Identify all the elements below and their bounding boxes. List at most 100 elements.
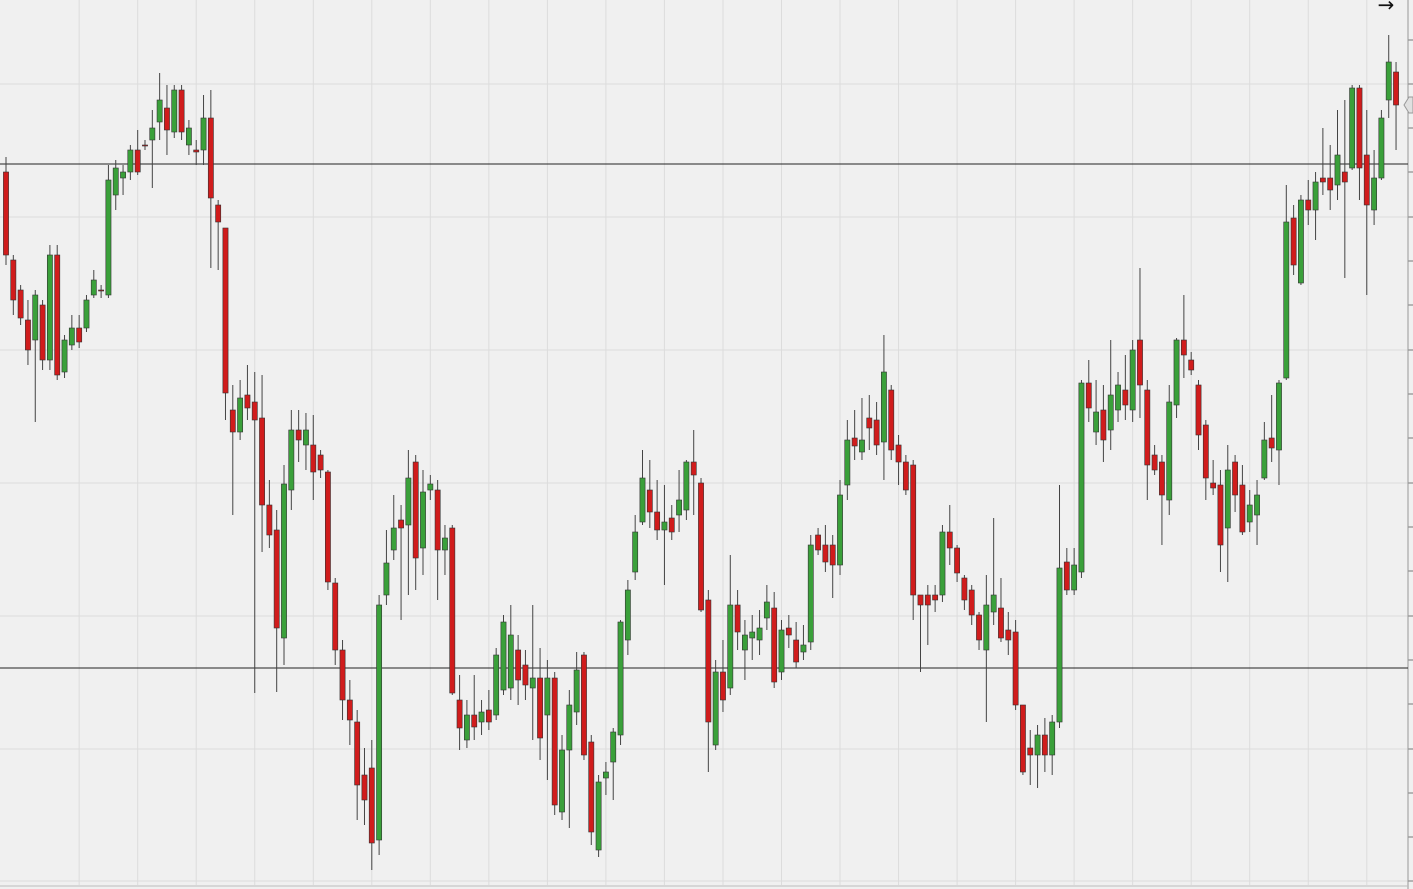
candle-body xyxy=(946,531,953,549)
candle-body xyxy=(500,621,507,691)
candle-body xyxy=(273,529,280,629)
price-marker xyxy=(1403,96,1413,114)
candle-body xyxy=(617,621,624,736)
candle-body xyxy=(1210,482,1217,489)
candle-body xyxy=(1290,217,1297,266)
candle-body xyxy=(464,714,470,741)
candle-body xyxy=(266,504,273,536)
candle-body xyxy=(939,531,946,596)
candle-body xyxy=(610,731,617,763)
candle-body xyxy=(785,627,792,636)
candle-body xyxy=(32,294,39,341)
candle-body xyxy=(1327,177,1334,191)
candle-body xyxy=(624,589,631,641)
candle-body xyxy=(924,594,931,606)
candle-body xyxy=(420,491,426,549)
candle-body xyxy=(222,227,229,394)
candle-body xyxy=(1188,359,1195,371)
candle-body xyxy=(1093,411,1099,433)
candle-body xyxy=(698,482,704,611)
candle-body xyxy=(1385,61,1392,101)
candle-body xyxy=(1151,454,1158,471)
candle-body xyxy=(1078,382,1085,573)
candle-body xyxy=(515,649,522,681)
candle-body xyxy=(654,511,661,531)
candle-body xyxy=(749,631,756,639)
candle-body xyxy=(346,699,353,721)
candle-body xyxy=(259,417,265,506)
candle-body xyxy=(800,644,807,653)
candle-body xyxy=(10,259,17,301)
candle-body xyxy=(990,594,997,613)
candle-body xyxy=(1202,424,1209,479)
candle-body xyxy=(1283,221,1290,379)
candle-body xyxy=(720,671,726,701)
candle-body xyxy=(1254,494,1260,516)
candle-body xyxy=(1276,382,1282,451)
candle-body xyxy=(771,607,778,683)
candle-body xyxy=(1063,561,1070,591)
candle-body xyxy=(983,604,990,651)
candle-body xyxy=(339,649,346,701)
candle-body xyxy=(207,117,214,199)
candle-body xyxy=(1115,384,1121,411)
candle-body xyxy=(844,439,851,486)
candle-body xyxy=(332,582,339,651)
candle-body xyxy=(1378,117,1385,179)
candle-body xyxy=(485,709,492,723)
candle-body xyxy=(559,749,565,813)
candle-body xyxy=(376,604,383,841)
candle-body xyxy=(105,179,112,296)
candle-body xyxy=(303,429,309,446)
candle-body xyxy=(1268,437,1275,449)
candle-body xyxy=(829,544,836,566)
candle-body xyxy=(1027,747,1034,756)
candle-body xyxy=(127,149,134,173)
candle-body xyxy=(383,562,390,596)
candle-body xyxy=(1173,339,1180,406)
candle-body xyxy=(281,483,287,639)
candle-body xyxy=(917,594,924,606)
candle-body xyxy=(3,171,9,256)
candle-body xyxy=(171,89,178,133)
candle-body xyxy=(471,714,478,728)
candle-body xyxy=(193,149,200,153)
candle-body xyxy=(1180,339,1187,356)
candle-body xyxy=(529,677,536,689)
candle-body xyxy=(1305,199,1312,211)
candle-body xyxy=(61,339,68,373)
expand-arrow[interactable]: → xyxy=(1378,0,1395,17)
candle-body xyxy=(881,371,887,443)
candle-body xyxy=(822,544,829,563)
candle-body xyxy=(1041,734,1048,756)
candle-body xyxy=(756,627,763,641)
candle-body xyxy=(412,461,419,559)
candle-body xyxy=(398,519,404,529)
candle-body xyxy=(186,127,192,146)
candle-body xyxy=(1137,339,1143,386)
candle-body xyxy=(895,444,902,463)
candle-body xyxy=(120,171,126,179)
candle-body xyxy=(215,204,222,223)
candle-body xyxy=(851,437,858,447)
candle-body xyxy=(1144,389,1151,466)
candle-body xyxy=(712,671,719,746)
candle-body xyxy=(310,444,317,473)
candle-body xyxy=(456,699,463,729)
candle-body xyxy=(405,477,412,526)
candle-body xyxy=(1298,199,1304,284)
candle-body xyxy=(368,767,375,844)
candle-body xyxy=(134,149,141,173)
candle-body xyxy=(244,394,251,409)
candle-body xyxy=(566,704,573,751)
candle-body xyxy=(632,531,639,573)
candle-body xyxy=(705,599,712,723)
candle-body xyxy=(815,534,821,551)
candle-body xyxy=(1100,409,1107,441)
candle-body xyxy=(1085,382,1092,409)
candle-body xyxy=(910,464,917,596)
candle-body xyxy=(325,471,331,583)
candle-body xyxy=(449,527,456,694)
